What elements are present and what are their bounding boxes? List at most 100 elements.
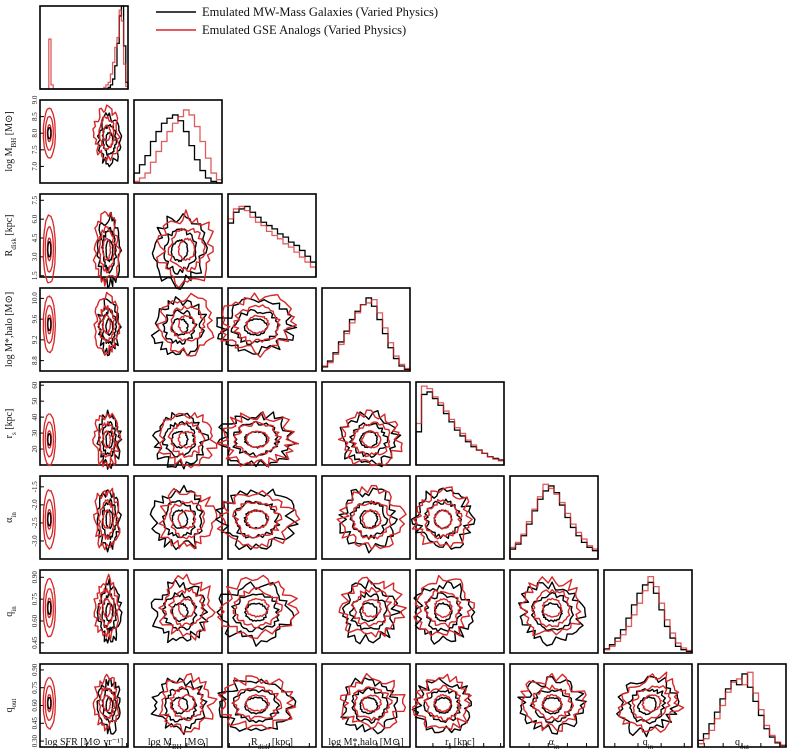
- ytick-mbh: 7.5: [31, 145, 39, 154]
- panel-rs-mhalo: [321, 381, 411, 466]
- contour-qout-mhalo-gse-0: [361, 694, 382, 713]
- panels: 7.0 7.5 8.0 8.5 9.0 1.5 3.0 4.5 6.0 7.5 8.8 9.2 9.6 1…: [4, 5, 787, 751]
- panel-frame: [321, 381, 411, 466]
- hist-mbh-mw: [133, 114, 222, 184]
- contour-qout-ain-gse-1: [530, 684, 574, 721]
- ytick-mbh: 8.5: [31, 112, 39, 121]
- panel-ain-rdisk: [227, 475, 317, 560]
- panel-frame: [321, 569, 411, 654]
- contour-ain-rdisk-mw-2: [215, 488, 299, 551]
- contour-qout-mhalo-gse-2: [339, 672, 407, 730]
- contour-qin-mhalo-gse-2: [338, 576, 407, 638]
- hist-rs-gse: [415, 385, 505, 465]
- contour-rs-rdisk-gse-2: [216, 411, 300, 468]
- contour-sfr-outlier-qout-2: [42, 677, 57, 730]
- contour-ain-mhalo-gse-2: [336, 484, 407, 550]
- hist-mhalo-mw: [321, 297, 411, 371]
- contour-qin-rdisk-mw-2: [216, 581, 295, 647]
- ytick-ain: -2.0: [31, 499, 39, 511]
- contour-ain-sfr-mw-0: [105, 509, 114, 530]
- contour-rs-sfr-gse-0: [102, 430, 112, 449]
- contour-qin-mbh-gse-2: [158, 573, 216, 641]
- contour-qin-sfr-gse-0: [102, 598, 112, 618]
- contour-qin-rdisk-gse-0: [245, 597, 270, 618]
- xlabel-rs: rs [kpc]: [445, 737, 475, 751]
- contour-sfr-outlier-qin-1: [44, 588, 54, 629]
- contour-ain-mhalo-gse-0: [361, 509, 382, 530]
- ytick-mhalo: 10.0: [31, 292, 39, 305]
- panel-frame: [133, 193, 223, 278]
- contour-rs-sfr-mw-2: [96, 409, 123, 470]
- contour-sfr-outlier-qin-2: [42, 577, 56, 638]
- panel-frame: [227, 193, 317, 278]
- contour-mhalo-mbh-gse-2: [156, 292, 215, 357]
- panel-frame: [509, 475, 599, 560]
- ytick-qout: 0.90: [31, 663, 39, 676]
- contour-rdisk-mbh-gse-1: [167, 227, 206, 272]
- contour-mhalo-rdisk-mw-1: [230, 308, 279, 346]
- panel-frame: [133, 287, 223, 372]
- contour-qout-ain-mw-2: [517, 676, 587, 735]
- contour-rs-sfr-gse-1: [98, 420, 116, 458]
- panel-frame: [603, 663, 693, 748]
- contour-qout-sfr-gse-1: [98, 686, 116, 720]
- contour-mhalo-mbh-gse-0: [177, 314, 196, 335]
- ylabel-ain: αin: [4, 512, 18, 523]
- legend-label-gse: Emulated GSE Analogs (Varied Physics): [202, 23, 406, 37]
- contour-qout-mhalo-mw-0: [359, 696, 379, 715]
- panel-mhalo-mhalo: [321, 287, 411, 372]
- contour-sfr-outlier-mhalo-2: [42, 295, 57, 354]
- contour-rdisk-mbh-gse-2: [156, 209, 214, 289]
- contour-qin-mbh-gse-0: [177, 598, 196, 618]
- ytick-qout: 0.60: [31, 699, 39, 712]
- legend-label-mw: Emulated MW-Mass Galaxies (Varied Physic…: [202, 5, 438, 19]
- hist-rdisk-mw: [227, 205, 317, 277]
- panel-frame: [227, 663, 317, 748]
- contour-rs-rdisk-mw-2: [216, 411, 297, 468]
- xlabel-ain: αin: [549, 737, 560, 751]
- contour-qout-rs-mw-0: [433, 696, 453, 714]
- panel-mhalo-mbh: [133, 287, 223, 372]
- contour-ain-rs-mw-2: [410, 487, 476, 550]
- hist-mhalo-gse: [321, 298, 411, 371]
- contour-sfr-outlier-mw-qout: [47, 696, 52, 710]
- ytick-mhalo: 8.8: [31, 356, 39, 365]
- ytick-ain: -2.5: [31, 517, 39, 529]
- xlabel-qin: qin: [643, 737, 654, 751]
- ytick-qin: 0.90: [31, 571, 39, 584]
- contour-qout-qin-gse-0: [641, 694, 662, 713]
- contour-rdisk-sfr-gse-2: [92, 210, 121, 287]
- contour-qout-sfr-mw-2: [96, 678, 121, 735]
- panel-rs-mbh: [133, 381, 223, 466]
- panel-qin-ain: [509, 569, 599, 654]
- panel-frame: [133, 381, 223, 466]
- panel-qout-rdisk: 1.53.04.56.07.5: [227, 663, 317, 748]
- contour-qout-qin-mw-0: [636, 695, 657, 716]
- panel-sfr-sfr: [39, 5, 129, 90]
- panel-qout-qout: 0.300.450.600.750.90: [697, 663, 787, 748]
- panel-ain-sfr: -3.0 -2.5 -2.0 -1.5: [31, 475, 129, 560]
- contour-qout-rs-gse-2: [412, 673, 472, 731]
- contour-rdisk-mbh-mw-2: [151, 213, 208, 290]
- ylabel-rdisk: Rdisk [kpc]: [4, 215, 18, 257]
- contour-qout-qin-gse-1: [631, 685, 671, 723]
- contour-rdisk-mbh-gse-0: [177, 237, 196, 261]
- contour-mhalo-mbh-gse-1: [170, 305, 206, 342]
- contour-mhalo-sfr-gse-1: [97, 305, 116, 343]
- contour-qin-ain-mw-0: [541, 602, 563, 623]
- contour-qout-mbh-gse-2: [158, 673, 218, 734]
- panel-frame: [509, 569, 599, 654]
- hist-qin-gse: [603, 575, 693, 653]
- ytick-qin: 0.60: [31, 614, 39, 627]
- ytick-rdisk: 6.0: [31, 214, 39, 223]
- contour-qin-mhalo-gse-0: [361, 598, 382, 618]
- contour-qout-mhalo-gse-1: [353, 686, 393, 722]
- contour-sfr-outlier-ain-2: [42, 489, 56, 550]
- contour-rs-sfr-gse-2: [92, 412, 122, 469]
- panel-frame: [39, 5, 129, 90]
- contour-qin-rdisk-gse-1: [232, 587, 283, 629]
- panel-frame: [39, 569, 129, 654]
- contour-qin-mhalo-mw-1: [349, 591, 388, 631]
- contour-qout-qin-mw-2: [616, 675, 680, 738]
